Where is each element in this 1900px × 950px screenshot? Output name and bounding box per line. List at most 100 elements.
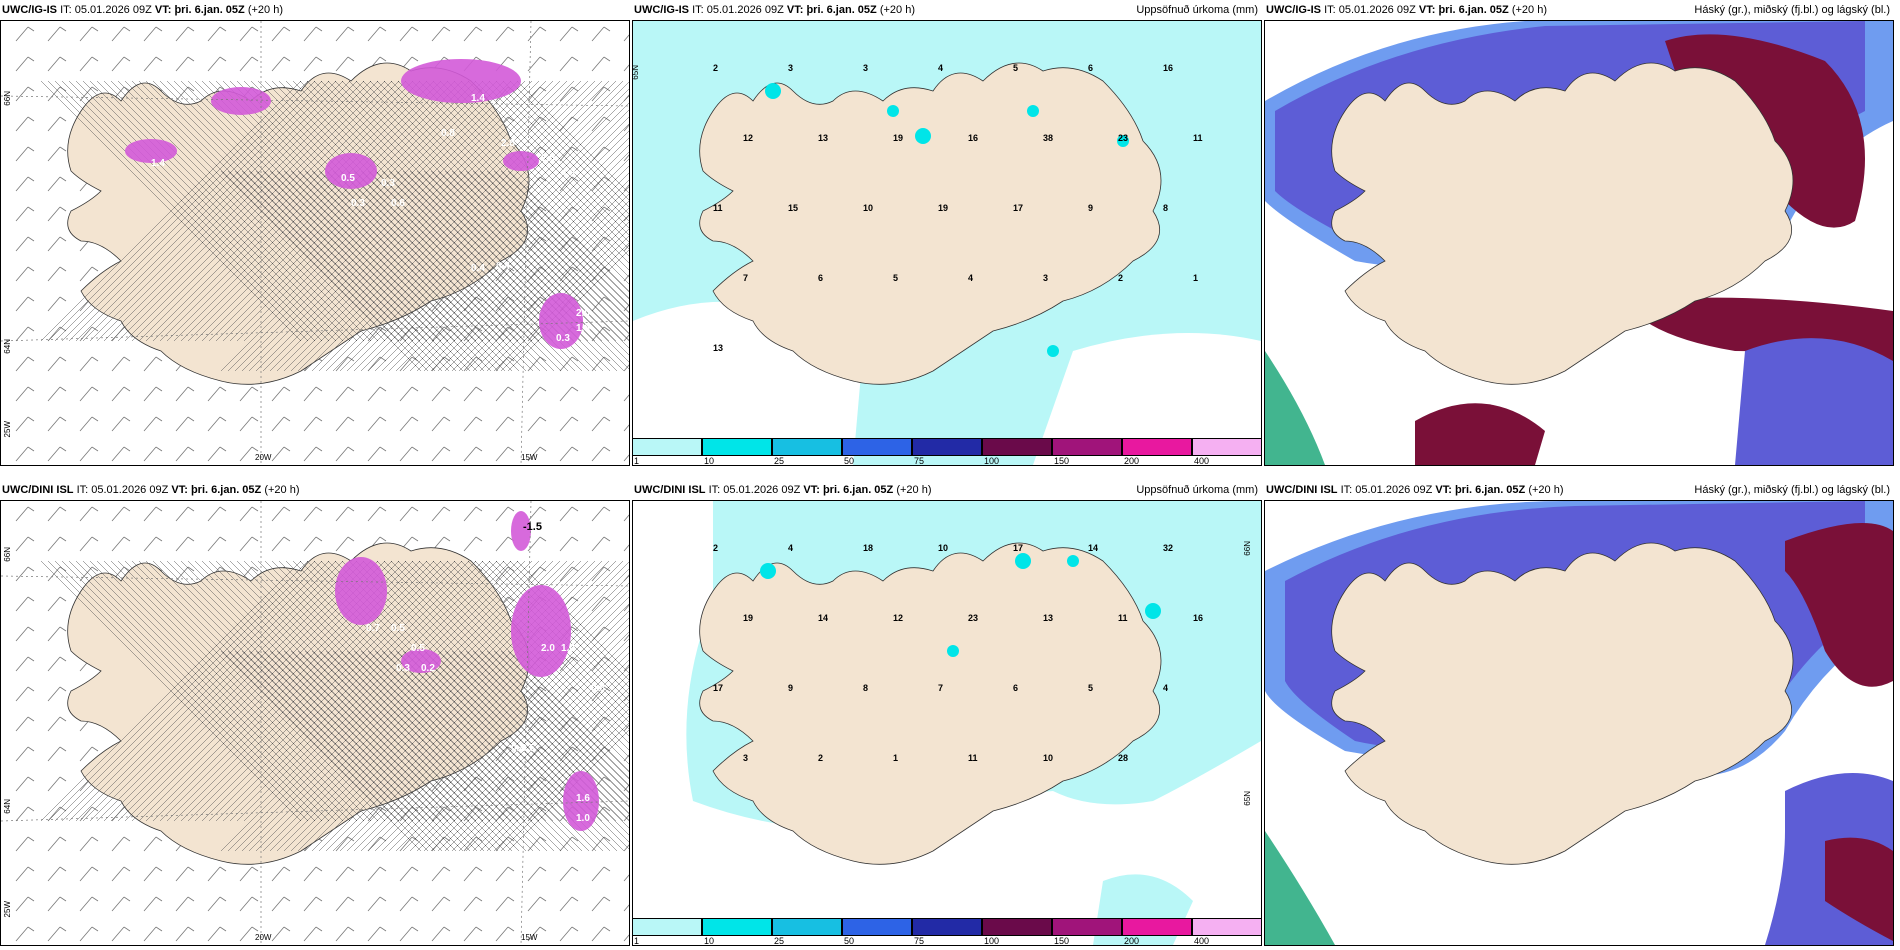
wind-barb: [47, 866, 67, 882]
wind-barb: [623, 64, 629, 72]
hatch-line: [215, 80, 477, 342]
teal-area: [1265, 351, 1325, 465]
wind-barb: [527, 536, 547, 552]
precip-value: 5: [1088, 683, 1093, 693]
wind-barb: [15, 266, 35, 282]
hatch-line: [138, 560, 400, 822]
wind-precip-map[interactable]: 1.4 0.8 2.8 2.0 4.0 0.5 0.3 0.6 1.4 0.3 0.4 0.4 2.0 1…: [0, 20, 630, 466]
precip-spot: [1145, 603, 1161, 619]
precip-value: 6: [1088, 63, 1093, 73]
lat-label-64n: 64N: [3, 339, 12, 354]
value-label: 0.3: [556, 333, 570, 344]
hatch-line: [194, 560, 456, 822]
wind-barb: [559, 506, 579, 522]
wind-barb: [431, 416, 451, 432]
hatch-line: [152, 80, 414, 342]
wind-barb: [47, 356, 67, 372]
hatch-line: [131, 80, 393, 342]
wind-barb: [15, 386, 35, 402]
panel-bottom-right: UWC/DINI ISL IT: 05.01.2026 09Z VT: þri.…: [1264, 480, 1894, 946]
cloud-cover-map[interactable]: [1264, 500, 1894, 946]
wind-barb: [143, 26, 163, 42]
wind-barb: [431, 26, 451, 42]
wind-barb: [207, 26, 227, 42]
wind-barb: [495, 896, 515, 912]
lon-label-20w: 20W: [255, 933, 272, 942]
hatch-line: [47, 80, 309, 342]
wind-barb: [591, 86, 611, 102]
hatch-line: [61, 560, 323, 822]
precip-accum-map[interactable]: 2 3 3 4 5 6 16 12 13 19 16 38 23 11 11 15 10 19 17 9 8 7 6 5 4 3 2…: [632, 20, 1262, 466]
wind-barb: [527, 866, 547, 882]
wind-barb: [591, 536, 611, 552]
hatch-line: [423, 170, 625, 372]
high-cloud: [1785, 523, 1893, 687]
precip-accum-map[interactable]: 2 4 18 10 17 14 32 19 14 12 23 13 11 16 17 9 8 7 6 5 4 3 2 1 11 1…: [632, 500, 1262, 946]
precip-value: 7: [743, 273, 748, 283]
wind-barb: [559, 416, 579, 432]
lat-label-64n: 64N: [3, 799, 12, 814]
precip-value: 28: [1118, 753, 1128, 763]
hatch-line: [103, 80, 365, 342]
wind-barb: [271, 506, 291, 522]
colorbar-label: 50: [844, 936, 855, 946]
precip-value: 17: [1013, 203, 1023, 213]
wind-barb: [527, 446, 547, 462]
precip-value: 11: [1118, 613, 1128, 623]
colorbar-label: 25: [774, 456, 785, 466]
wind-barb: [303, 446, 323, 462]
colorbar-segment: [1192, 918, 1262, 936]
wind-barb: [463, 866, 483, 882]
lon-label-15w: 15W: [521, 453, 538, 462]
precip-value: 10: [938, 543, 948, 553]
colorbar-label: 100: [984, 456, 1000, 466]
wind-barb: [623, 244, 629, 252]
wind-barb: [367, 926, 387, 942]
wind-barb: [271, 416, 291, 432]
wind-barb: [79, 506, 99, 522]
value-labels: 1.4 0.8 2.8 2.0 4.0 0.5 0.3 0.6 1.4 0.3 0.4 0.4 2.0 1…: [151, 93, 590, 344]
wind-barb: [15, 596, 35, 612]
panel-title: UWC/DINI ISL IT: 05.01.2026 09Z VT: þri.…: [1266, 484, 1564, 496]
wind-barb: [463, 926, 483, 942]
wind-barb: [623, 454, 629, 462]
wind-barb: [207, 56, 227, 72]
wind-barb: [239, 56, 259, 72]
wind-barb: [175, 26, 195, 42]
wind-barb: [15, 326, 35, 342]
wind-barb: [15, 656, 35, 672]
precip-spot: [1015, 553, 1031, 569]
hatch-line: [451, 170, 629, 349]
wind-barb: [47, 446, 67, 462]
wind-barb: [623, 124, 629, 132]
hatch-line: [54, 560, 316, 822]
wind-barb: [207, 896, 227, 912]
cloud-cover-map[interactable]: [1264, 20, 1894, 466]
wind-barb: [367, 896, 387, 912]
colorbar-label: 200: [1124, 456, 1140, 466]
colorbar-label: 1: [634, 936, 640, 946]
wind-barb: [623, 934, 629, 942]
wind-barb: [495, 386, 515, 402]
wind-precip-map[interactable]: 0.7 0.5 0.5 2.0 1.0 0.8 0.4 0.5 1.6 1.0 0.3 0.2 -1.…: [0, 500, 630, 946]
wind-barb: [367, 26, 387, 42]
hatch-line: [201, 80, 463, 342]
wind-barb: [335, 446, 355, 462]
wind-barb: [559, 896, 579, 912]
precip-value: 17: [1013, 543, 1023, 553]
precip-value: 23: [968, 613, 978, 623]
wind-barb: [143, 836, 163, 852]
precip-blob: [211, 87, 271, 115]
wind-barb: [79, 386, 99, 402]
hatch-line: [173, 560, 435, 822]
precip-value: 2: [1118, 273, 1123, 283]
colorbar-label: 150: [1054, 456, 1070, 466]
hatch-line: [208, 80, 470, 342]
hatch-line: [96, 560, 358, 822]
value-label: 2.0: [541, 153, 555, 164]
wind-barb: [175, 56, 195, 72]
wind-barb: [303, 536, 323, 552]
wind-barb: [175, 926, 195, 942]
panel-title: UWC/IG-IS IT: 05.01.2026 09Z VT: þri. 6.…: [2, 4, 283, 16]
